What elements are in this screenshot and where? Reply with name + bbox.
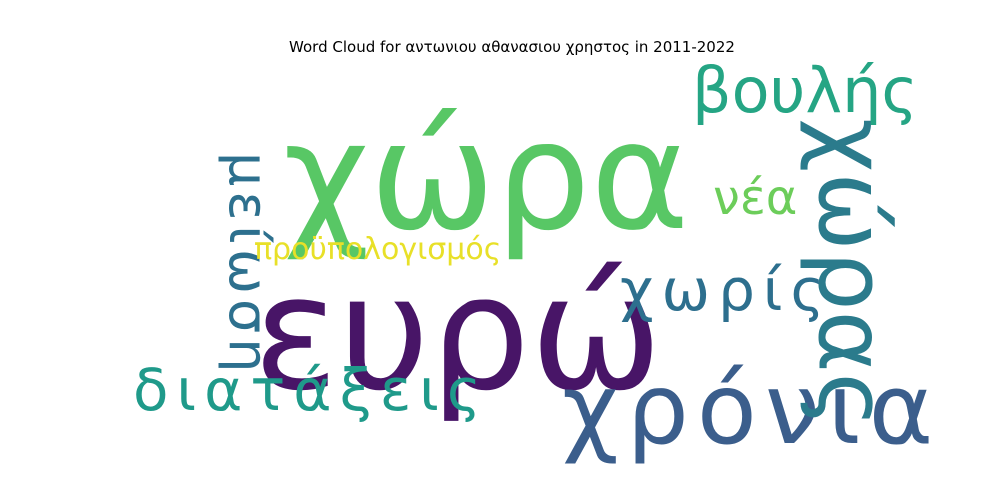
word-1: ευρώ — [253, 242, 662, 426]
word-10: προϋπολογισμός — [254, 232, 501, 267]
word-2: χώρα — [283, 90, 689, 264]
word-8: χωρίς — [620, 256, 833, 324]
word-5: βουλής — [692, 54, 918, 127]
word-3: χρόνια — [562, 353, 941, 467]
word-4: χώρας — [797, 118, 906, 428]
word-7: μείωση — [217, 152, 280, 378]
word-6: διατάξεις — [133, 356, 489, 424]
chart-title: Word Cloud for αντωνιου αθανασιου χρηστο… — [289, 38, 735, 56]
word-9: νέα — [713, 170, 797, 226]
